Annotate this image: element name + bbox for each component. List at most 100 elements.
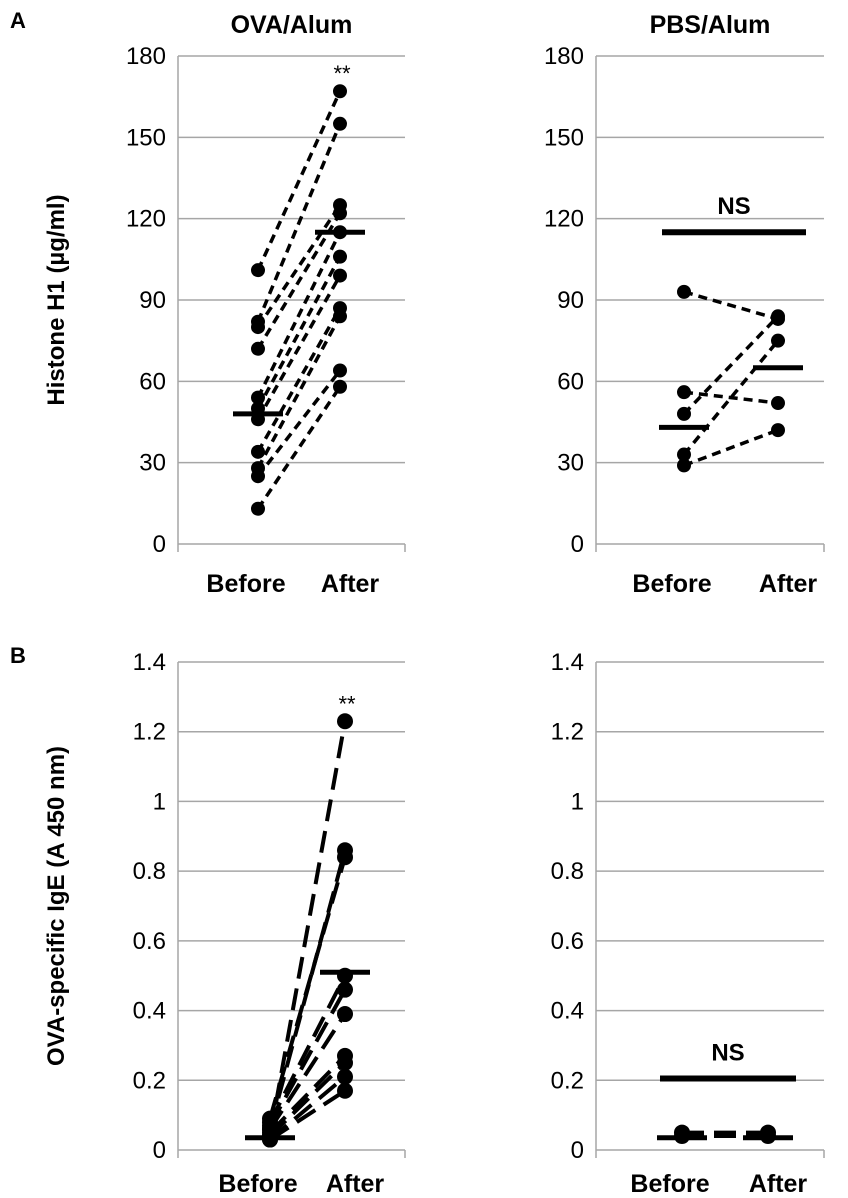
chart-3-point-after [337,1047,353,1064]
chart-1-y-axis-label: Histone H1 (µg/ml) [43,194,70,405]
chart-1-point-after [333,268,347,283]
chart-4-y-tick-label: 1.2 [551,719,584,746]
chart-2-y-tick-label: 60 [557,368,584,395]
chart-1-pair-line [256,212,342,350]
chart-3-pair-line [268,1075,347,1142]
chart-3-pair-line [268,1054,347,1134]
chart-ige-ova-alum: 0 0.2 0.4 0.6 0.8 1 1.2 1.4 Before After OVA-speci… [43,649,406,1198]
chart-ige-pbs-alum: 0 0.2 0.4 0.6 0.8 1 1.2 1.4 Before After NS [551,649,825,1198]
chart-1-y-tick-label: 30 [139,450,166,477]
chart-1-point-after [333,116,347,131]
chart-1-pair-line [256,204,342,329]
chart-4-y-tick-label: 1 [571,788,584,815]
chart-3-point-after [337,842,353,859]
chart-2-y-tick-label: 120 [544,206,584,233]
chart-2-x-tick-label: Before [632,570,711,598]
chart-1-pair-line [256,123,342,323]
chart-2-point-before [677,447,691,462]
chart-1-y-tick-label: 180 [126,43,166,70]
chart-3-y-tick-label: 0.4 [133,998,166,1025]
chart-2-point-after [771,333,785,348]
chart-1-point-before [251,444,265,459]
chart-1-y-tick-label: 150 [126,124,166,151]
chart-4-x-tick-label: Before [630,1170,709,1198]
chart-3-pair-line [268,988,347,1127]
chart-3-pair-line [268,1061,347,1138]
chart-4-y-tick-label: 0.4 [551,998,584,1025]
chart-3-y-tick-label: 0.2 [133,1067,166,1094]
chart-1-point-before [251,314,265,329]
chart-2-pair-line [683,390,779,405]
chart-1-point-after [333,84,347,99]
chart-3-pair-line [268,974,347,1124]
chart-2-point-after [771,311,785,326]
chart-3-point-after [337,1082,353,1099]
chart-3-point-after [337,981,353,998]
chart-1-pair-line [256,90,342,271]
chart-4-y-tick-label: 0 [571,1137,584,1164]
chart-3-point-after [337,1006,353,1023]
chart-2-pair-line [683,428,779,468]
chart-4-y-tick-label: 1.4 [551,649,584,676]
chart-2-point-before [677,385,691,400]
panel-label-b: B [10,643,26,668]
chart-1-pair-line [256,255,342,410]
chart-histone-pbs-alum: 0 30 60 90 120 150 180 Before After PBS/Alum NS [544,11,825,598]
chart-1-title: OVA/Alum [231,11,353,39]
chart-2-pair-line [682,339,780,456]
chart-4-y-tick-label: 0.6 [551,928,584,955]
chart-1-pair-line [256,307,342,453]
chart-2-point-before [677,458,691,473]
chart-1-x-tick-label: After [321,570,380,598]
chart-1-y-tick-label: 120 [126,206,166,233]
chart-3-pair-line [268,720,347,1137]
chart-1-point-after [333,301,347,316]
chart-2-y-tick-label: 180 [544,43,584,70]
chart-2-y-tick-label: 30 [557,450,584,477]
chart-1-point-before [251,341,265,356]
chart-3-point-after [337,1068,353,1085]
chart-2-pair-line [682,315,780,416]
chart-3-y-axis-label: OVA-specific IgE (A 450 nm) [43,746,70,1066]
chart-1-pair-line [256,274,342,421]
chart-1-pair-line [256,385,342,510]
chart-2-point-before [677,406,691,421]
chart-2-point-after [771,423,785,438]
chart-3-y-tick-label: 0.8 [133,858,166,885]
panel-label-a: A [10,8,26,33]
chart-4-y-tick-label: 0.2 [551,1067,584,1094]
chart-3-point-after [337,713,353,730]
chart-3-y-tick-label: 1.4 [133,649,166,676]
chart-4-y-tick-label: 0.8 [551,858,584,885]
chart-2-y-tick-label: 90 [557,287,584,314]
chart-1-y-tick-label: 90 [139,287,166,314]
chart-3-annotation: ** [338,691,356,716]
chart-3-pair-line [268,1012,347,1131]
chart-4-x-tick-label: After [749,1170,808,1198]
chart-2-point-before [677,284,691,299]
chart-histone-ova-alum: 0 30 60 90 120 150 180 Before After OVA/Alum Histo… [43,11,406,598]
chart-1-point-before [251,461,265,476]
chart-3-y-tick-label: 0 [153,1137,166,1164]
chart-1-point-before [251,263,265,278]
chart-3-y-tick-label: 1 [153,788,166,815]
chart-1-point-after [333,379,347,394]
chart-2-annotation: NS [717,193,750,220]
chart-1-point-after [333,249,347,264]
chart-3-y-tick-label: 1.2 [133,719,166,746]
chart-3-pair-line [268,849,347,1130]
chart-4-annotation: NS [711,1040,744,1067]
chart-1-pair-line [256,231,342,399]
chart-2-point-after [771,396,785,411]
chart-2-pair-line [683,290,779,321]
chart-1-y-tick-label: 0 [153,531,166,558]
chart-2-title: PBS/Alum [650,11,771,39]
chart-3-x-tick-label: Before [218,1170,297,1198]
chart-2-x-tick-label: After [759,570,818,598]
chart-2-y-tick-label: 150 [544,124,584,151]
chart-1-point-before [251,390,265,405]
chart-1-pair-line [256,369,342,478]
chart-1-annotation: ** [333,61,351,86]
chart-3-y-tick-label: 0.6 [133,928,166,955]
